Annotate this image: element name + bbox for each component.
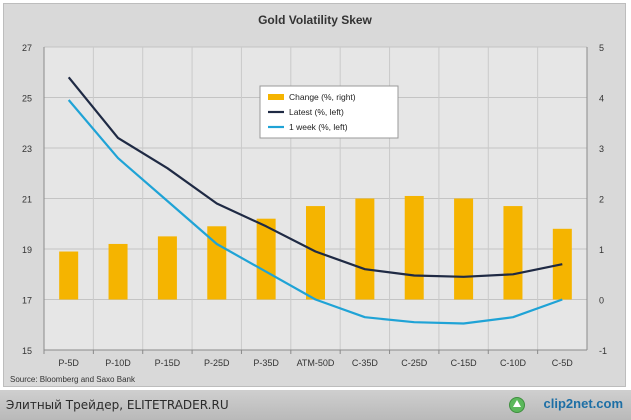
x-tick-label: C-10D xyxy=(500,358,527,368)
legend-swatch xyxy=(268,94,284,100)
legend-label: Latest (%, left) xyxy=(289,107,344,117)
x-tick-label: P-15D xyxy=(155,358,181,368)
x-tick-label: ATM-50D xyxy=(297,358,335,368)
bar-change xyxy=(256,218,276,300)
right-tick-label: 0 xyxy=(599,296,604,306)
bar-change xyxy=(108,243,128,300)
right-tick-label: 5 xyxy=(599,43,604,53)
chart-title: Gold Volatility Skew xyxy=(258,13,372,27)
left-tick-label: 17 xyxy=(22,296,32,306)
x-tick-label: P-35D xyxy=(253,358,279,368)
left-tick-label: 27 xyxy=(22,43,32,53)
bar-change xyxy=(207,226,227,300)
x-tick-label: P-5D xyxy=(58,358,79,368)
bar-change xyxy=(355,198,375,300)
right-tick-label: 2 xyxy=(599,195,604,205)
x-tick-label: C-25D xyxy=(401,358,428,368)
bar-change xyxy=(454,198,474,300)
right-tick-label: 1 xyxy=(599,245,604,255)
left-tick-label: 21 xyxy=(22,195,32,205)
bar-change xyxy=(404,195,424,300)
x-tick-label: C-35D xyxy=(352,358,379,368)
right-tick-label: 4 xyxy=(599,94,604,104)
x-tick-label: P-10D xyxy=(105,358,131,368)
footer-text: Элитный Трейдер, ELITETRADER.RU xyxy=(6,398,229,412)
left-tick-label: 25 xyxy=(22,94,32,104)
bar-change xyxy=(59,251,79,300)
bar-change xyxy=(306,206,325,300)
left-tick-label: 19 xyxy=(22,245,32,255)
x-tick-label: P-25D xyxy=(204,358,230,368)
series-line-latest xyxy=(67,76,563,278)
left-tick-label: 15 xyxy=(22,346,32,356)
clip2net-logo: clip2net.com xyxy=(543,396,623,411)
right-tick-label: 3 xyxy=(599,144,604,154)
x-tick-label: C-15D xyxy=(451,358,478,368)
bar-change xyxy=(157,236,177,300)
bar-change xyxy=(503,206,523,300)
source-note: Source: Bloomberg and Saxo Bank xyxy=(10,375,136,384)
legend-label: Change (%, right) xyxy=(289,92,356,102)
clip2net-logo-icon xyxy=(509,397,525,413)
legend-label: 1 week (%, left) xyxy=(289,122,348,132)
right-tick-label: -1 xyxy=(599,346,607,356)
x-tick-label: C-5D xyxy=(552,358,574,368)
watermark-bar: Элитный Трейдер, ELITETRADER.RU clip2net… xyxy=(0,390,631,420)
chart-frame: 15 17 19 21 23 25 27 -1 0 1 2 3 4 5 P-5D P-10D P-15D P-25… xyxy=(3,3,626,387)
left-tick-label: 23 xyxy=(22,144,32,154)
